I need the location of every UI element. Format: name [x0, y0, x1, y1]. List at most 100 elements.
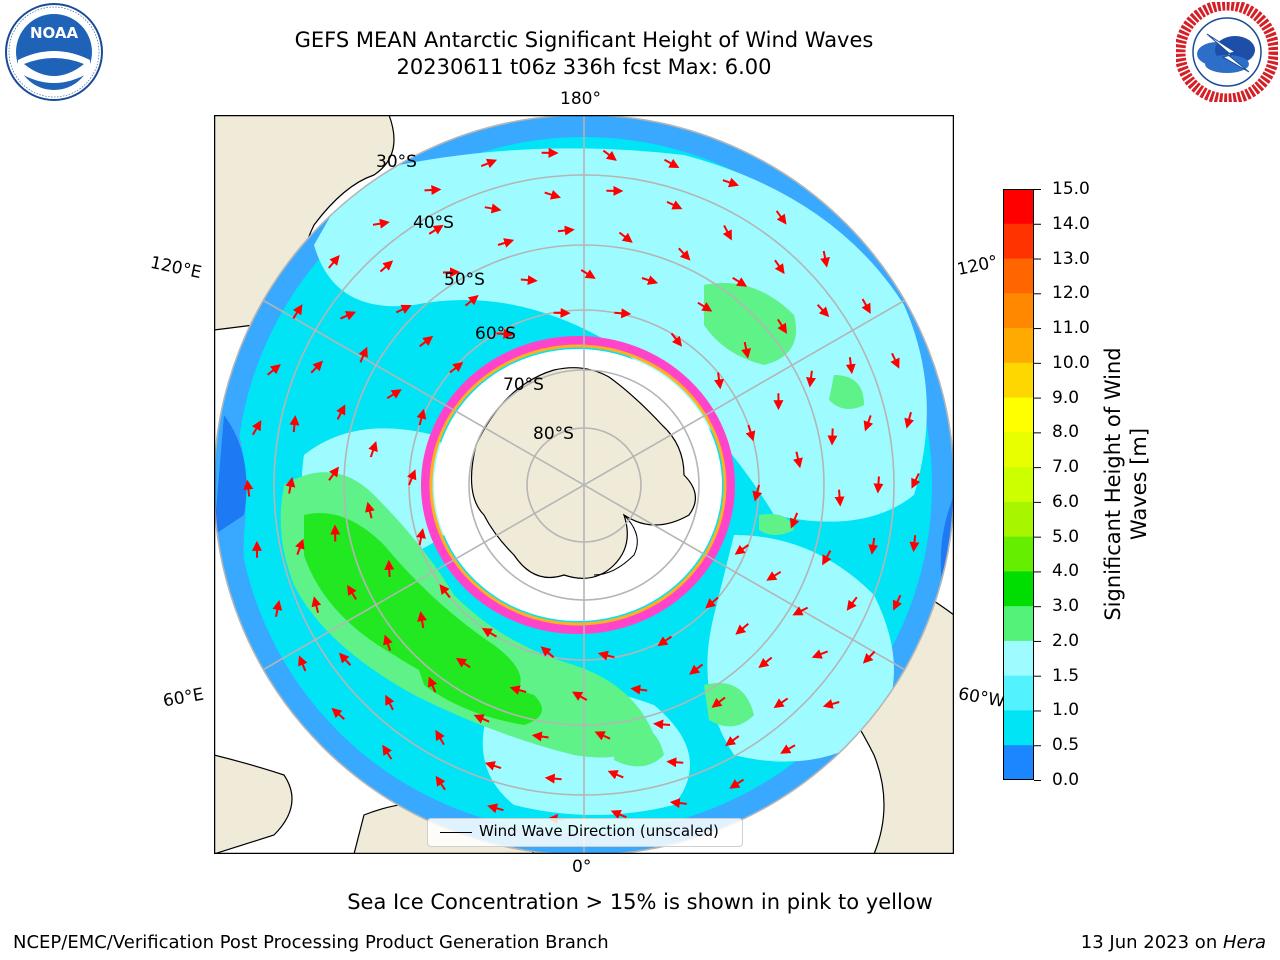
wind-arrow [822, 699, 840, 709]
wind-arrow [487, 803, 504, 814]
colorbar-tick-label: 12.0 [1052, 283, 1090, 304]
colorbar-tick-label: 9.0 [1052, 387, 1080, 408]
wind-arrow [358, 346, 368, 363]
lon-label-0: 0° [572, 857, 592, 877]
wind-arrow [863, 415, 874, 432]
wind-arrow [697, 301, 713, 312]
wind-arrow [816, 304, 830, 318]
colorbar-label-line1: Significant Height of Wind [1101, 347, 1125, 621]
noaa-logo-text: NOAA [30, 24, 79, 42]
wind-arrow [678, 247, 691, 261]
wind-arrow [773, 697, 789, 709]
wind-arrow [266, 364, 281, 376]
wind-arrow [911, 473, 921, 489]
wind-arrow [424, 185, 442, 195]
colorbar-cell [1003, 606, 1034, 642]
lon-label-120w: 120° [955, 251, 1000, 281]
wind-arrow [909, 535, 920, 553]
wind-arrow [666, 200, 683, 210]
wind-arrow [711, 696, 726, 708]
colorbar-tick-label: 14.0 [1052, 213, 1090, 234]
lat-label-80s: 80°S [533, 424, 574, 444]
wind-arrow [272, 600, 283, 617]
sea-ice-edge [421, 336, 735, 634]
wind-arrow [435, 775, 446, 791]
sea-ice-note: Sea Ice Concentration > 15% is shown in … [347, 890, 933, 914]
polar-map [214, 115, 954, 854]
colorbar-tick-label: 15.0 [1052, 179, 1090, 199]
wind-arrow [657, 635, 673, 647]
lat-label-60s: 60°S [475, 324, 516, 344]
wind-arrow [873, 476, 884, 494]
colorbar-cell [1003, 189, 1034, 225]
wind-arrow [243, 479, 254, 497]
lat-label-70s: 70°S [503, 375, 544, 395]
wind-arrow [480, 158, 498, 169]
wind-arrow [407, 469, 417, 486]
wind-arrow [890, 352, 900, 369]
wind-arrow [774, 259, 785, 275]
wind-arrow [714, 372, 725, 390]
legend-label: Wind Wave Direction (unscaled) [479, 822, 719, 840]
colorbar-cell [1003, 293, 1034, 329]
wind-arrow [464, 295, 479, 307]
wind-arrow [544, 773, 562, 784]
wind-arrow [540, 646, 555, 659]
lat-label-30s: 30°S [376, 152, 417, 172]
wind-arrow [602, 149, 617, 161]
colorbar-cell [1003, 362, 1034, 399]
chart-title: GEFS MEAN Antarctic Significant Height o… [294, 28, 874, 52]
wind-arrow [395, 304, 412, 314]
wind-arrow [417, 611, 428, 629]
wind-arrow [382, 744, 393, 760]
wind-arrow [868, 537, 879, 555]
wind-arrow [328, 466, 339, 481]
colorbar-label: Significant Height of Wind Waves [m] [1100, 304, 1160, 664]
colorbar-cell [1003, 675, 1034, 711]
wind-arrow [789, 512, 800, 529]
wind-arrow [777, 318, 787, 334]
colorbar-tick-label: 0.5 [1052, 735, 1080, 756]
colorbar-tick-label: 3.0 [1052, 596, 1080, 617]
wind-arrow [331, 707, 345, 720]
wind-arrow [834, 489, 845, 507]
wind-arrow [456, 657, 471, 669]
wind-arrow [630, 684, 648, 695]
wind-arrow [520, 275, 538, 286]
wind-arrow [292, 304, 303, 320]
wind-arrow [435, 729, 445, 746]
colorbar-cell [1003, 258, 1034, 294]
footer-host: Hera [1222, 932, 1266, 953]
wind-arrow [594, 731, 611, 741]
wind-arrow [416, 408, 427, 426]
colorbar-tick-label: 2.0 [1052, 630, 1080, 651]
lat-label-50s: 50°S [444, 270, 485, 290]
wind-arrow [775, 210, 787, 225]
wind-arrow [580, 269, 596, 279]
noaa-logo: NOAA [5, 3, 103, 101]
wind-arrow [669, 798, 687, 809]
wind-arrow [419, 335, 434, 348]
legend-line-swatch [440, 832, 472, 833]
wind-arrow [729, 778, 745, 789]
colorbar-cell [1003, 640, 1034, 677]
wind-arrow [384, 559, 395, 577]
wind-arrow [664, 158, 680, 169]
wind-arrow [416, 528, 426, 546]
colorbar-ticks [1034, 189, 1041, 781]
wind-arrow [780, 744, 796, 754]
footer-branch: NCEP/EMC/Verification Post Processing Pr… [13, 932, 609, 953]
colorbar-tick-label: 0.0 [1052, 770, 1080, 790]
colorbar-tick-label: 8.0 [1052, 422, 1080, 443]
wind-arrow [741, 341, 751, 359]
colorbar [1003, 189, 1034, 780]
wind-arrow [845, 357, 856, 375]
wind-arrow [793, 451, 803, 469]
wind-arrow [385, 694, 395, 711]
wind-arrow [481, 627, 498, 638]
wind-arrow [310, 360, 323, 374]
wind-arrow [820, 250, 830, 268]
wind-arrow [251, 420, 262, 436]
colorbar-cell [1003, 467, 1034, 503]
wind-arrow [607, 770, 624, 780]
